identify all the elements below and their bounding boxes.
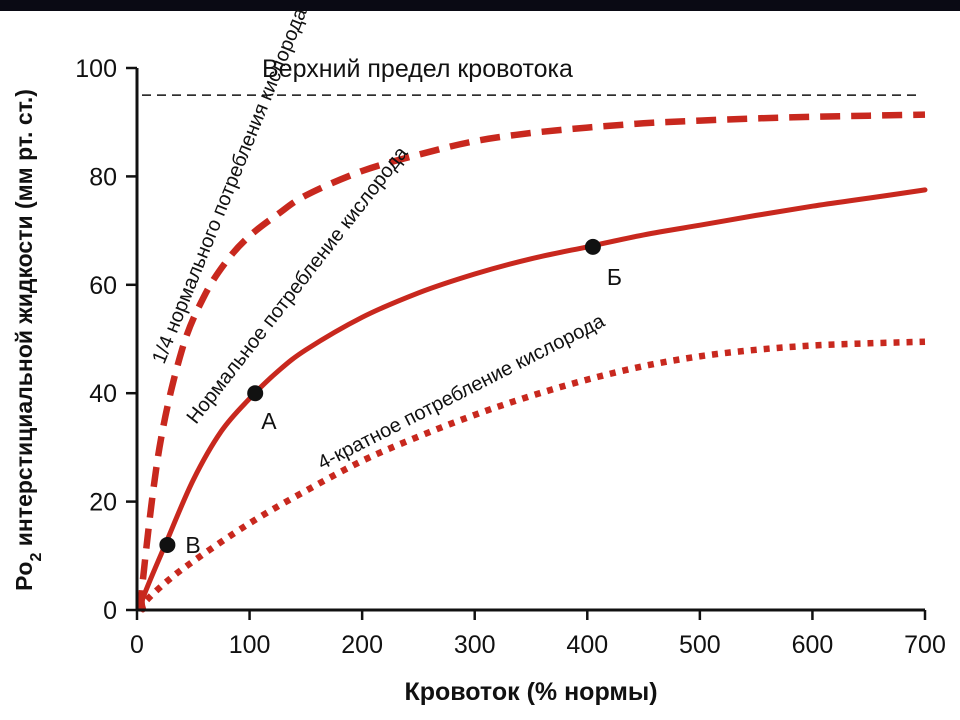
x-tick-label: 600 [792,631,834,659]
y-axis-title-rest: интерстициальной жидкости (мм рт. ст.) [11,89,37,553]
axes-layer: 0 100 200 300 400 500 600 700 0 20 40 60 80 100 [75,55,946,659]
x-tick-label: 500 [679,631,721,659]
upper-limit-label: Верхний предел кровотока [262,55,573,83]
y-tick-label: 100 [75,55,117,83]
y-tick-label: 20 [89,489,117,517]
x-tick-label: 300 [454,631,496,659]
y-axis-title: Po2 интерстициальной жидкости (мм рт. ст… [11,89,45,591]
y-tick-label: 0 [103,597,117,625]
y-axis-title-prefix: Po [11,562,37,591]
point-label: Б [607,264,622,290]
series-fourfold-consumption [137,338,926,613]
x-tick-label: 200 [341,631,383,659]
x-tick-label: 100 [229,631,271,659]
x-tick-label: 0 [130,631,144,659]
y-tick-label: 60 [89,272,117,300]
x-tick-label: 400 [566,631,608,659]
series-quarter-consumption [138,111,926,611]
y-tick-label: 40 [89,380,117,408]
point-marker [584,238,601,255]
point-label: А [261,408,277,434]
top-band [0,0,960,11]
series-label-normal: Нормальное потребление кислорода [183,142,413,428]
x-tick-label: 700 [904,631,946,659]
y-tick-label: 80 [89,163,117,191]
x-axis-title: Кровоток (% нормы) [404,678,657,706]
point-label: В [185,532,200,558]
y-axis-title-subscript: 2 [28,553,45,562]
series-normal-consumption [138,187,928,613]
points-layer: А Б В [159,238,622,558]
point-marker [247,385,264,402]
series-label-fourfold: 4-кратное потребление кислорода [314,310,609,475]
point-marker [159,536,176,553]
